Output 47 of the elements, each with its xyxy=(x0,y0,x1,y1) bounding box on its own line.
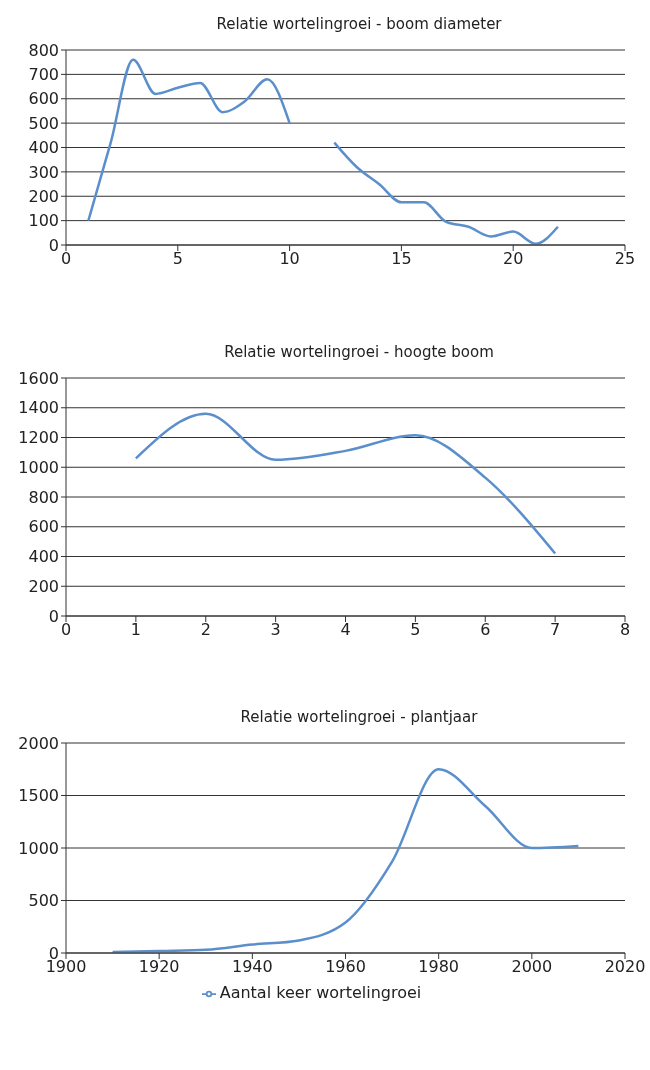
x-tick-label: 4 xyxy=(340,620,351,640)
y-tick-label: 700 xyxy=(28,65,59,85)
x-tick-label: 2020 xyxy=(604,957,646,977)
x-tick-label: 10 xyxy=(279,249,300,269)
y-tick-label: 1000 xyxy=(18,457,59,477)
y-tick-label: 200 xyxy=(28,186,59,206)
legend-label: Aantal keer wortelingroei xyxy=(219,983,422,1002)
y-tick-label: 0 xyxy=(48,235,59,255)
y-tick-label: 300 xyxy=(28,162,59,182)
x-tick-label: 1960 xyxy=(325,957,366,977)
x-tick-label: 1 xyxy=(130,620,141,640)
y-tick-label: 400 xyxy=(28,138,59,158)
line-series xyxy=(111,768,580,953)
y-tick-label: 1000 xyxy=(18,838,59,858)
y-tick-label: 1600 xyxy=(18,368,59,388)
y-tick-label: 500 xyxy=(28,113,59,133)
x-tick-label: 2 xyxy=(200,620,211,640)
x-tick-label: 1980 xyxy=(418,957,460,977)
y-tick-label: 1500 xyxy=(18,786,59,806)
x-tick-label: 25 xyxy=(614,249,636,269)
y-tick-label: 500 xyxy=(28,891,59,911)
x-tick-label: 7 xyxy=(550,620,561,640)
y-tick-label: 1200 xyxy=(18,428,59,448)
y-tick-label: 0 xyxy=(48,606,59,626)
x-tick-label: 1920 xyxy=(138,957,180,977)
x-tick-label: 20 xyxy=(503,249,524,269)
y-tick-label: 600 xyxy=(28,89,59,109)
y-tick-label: 600 xyxy=(28,517,59,537)
x-tick-label: 8 xyxy=(619,620,631,640)
chart-title: Relatie wortelingroei - hoogte boom xyxy=(223,342,495,363)
y-tick-label: 400 xyxy=(28,547,59,567)
x-tick-label: 3 xyxy=(270,620,281,640)
y-tick-label: 200 xyxy=(28,576,59,596)
x-tick-label: 15 xyxy=(391,249,412,269)
x-tick-label: 2000 xyxy=(511,957,553,977)
y-tick-label: 2000 xyxy=(18,733,59,753)
y-tick-label: 800 xyxy=(28,40,59,60)
x-tick-label: 5 xyxy=(410,620,421,640)
x-tick-label: 5 xyxy=(172,249,183,269)
chart-title: Relatie wortelingroei - boom diameter xyxy=(215,14,503,35)
chart-title: Relatie wortelingroei - plantjaar xyxy=(239,707,479,728)
y-tick-label: 800 xyxy=(28,487,59,507)
x-tick-label: 6 xyxy=(480,620,491,640)
line-series xyxy=(134,412,557,555)
y-tick-label: 1400 xyxy=(18,398,59,418)
x-tick-label: 1940 xyxy=(231,957,273,977)
y-tick-label: 100 xyxy=(28,211,59,231)
